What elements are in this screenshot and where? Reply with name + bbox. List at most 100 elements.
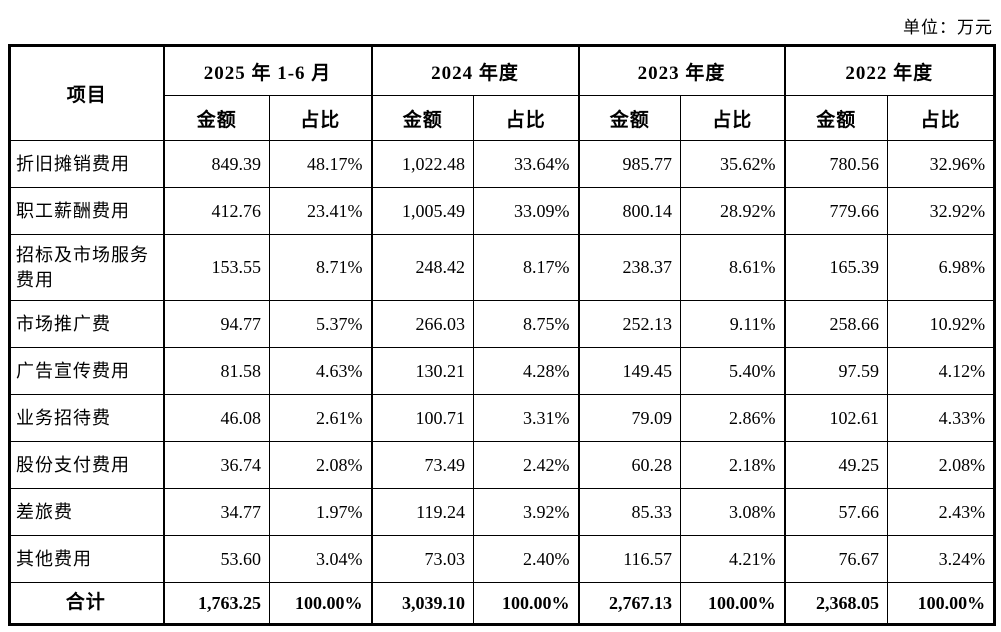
period-header-2022: 2022 年度: [783, 45, 996, 96]
amount-cell: 46.08: [162, 394, 270, 442]
ratio-cell: 2.42%: [473, 441, 580, 489]
total-row: 合计 1,763.25 100.00% 3,039.10 100.00% 2,7…: [9, 582, 996, 625]
amount-cell: 248.42: [370, 234, 475, 301]
total-label: 合计: [9, 582, 164, 625]
ratio-cell: 35.62%: [680, 140, 786, 188]
period-header-2024: 2024 年度: [370, 45, 580, 96]
amount-cell: 49.25: [783, 441, 889, 489]
amount-cell: 53.60: [162, 535, 270, 583]
amount-cell: 36.74: [162, 441, 270, 489]
amount-cell: 412.76: [162, 187, 270, 235]
amount-cell: 849.39: [162, 140, 270, 188]
amount-cell: 238.37: [577, 234, 682, 301]
ratio-cell: 8.61%: [680, 234, 786, 301]
amount-cell: 94.77: [162, 300, 270, 348]
ratio-cell: 2.08%: [268, 441, 373, 489]
table-row: 折旧摊销费用 849.39 48.17% 1,022.48 33.64% 985…: [9, 140, 996, 188]
ratio-cell: 5.40%: [680, 347, 786, 395]
row-label: 其他费用: [9, 535, 164, 583]
ratio-header-2023: 占比: [680, 95, 786, 141]
ratio-cell: 3.24%: [887, 535, 996, 583]
ratio-cell: 4.63%: [268, 347, 373, 395]
table-row: 差旅费 34.77 1.97% 119.24 3.92% 85.33 3.08%…: [9, 488, 996, 536]
unit-label: 单位：万元: [903, 18, 993, 37]
ratio-cell: 48.17%: [268, 140, 373, 188]
amount-header-2023: 金额: [577, 95, 682, 141]
amount-header-2022: 金额: [783, 95, 889, 141]
table-row: 招标及市场服务费用 153.55 8.71% 248.42 8.17% 238.…: [9, 234, 996, 301]
total-amount-cell: 2,368.05: [783, 582, 889, 625]
amount-cell: 800.14: [577, 187, 682, 235]
ratio-cell: 3.92%: [473, 488, 580, 536]
amount-cell: 85.33: [577, 488, 682, 536]
ratio-cell: 8.71%: [268, 234, 373, 301]
table-row: 业务招待费 46.08 2.61% 100.71 3.31% 79.09 2.8…: [9, 394, 996, 442]
ratio-cell: 2.18%: [680, 441, 786, 489]
ratio-header-2024: 占比: [473, 95, 580, 141]
item-column-header: 项目: [9, 45, 164, 141]
amount-cell: 73.03: [370, 535, 475, 583]
ratio-cell: 5.37%: [268, 300, 373, 348]
ratio-cell: 1.97%: [268, 488, 373, 536]
amount-cell: 73.49: [370, 441, 475, 489]
ratio-cell: 10.92%: [887, 300, 996, 348]
ratio-cell: 33.64%: [473, 140, 580, 188]
ratio-header-2022: 占比: [887, 95, 996, 141]
amount-cell: 79.09: [577, 394, 682, 442]
amount-cell: 1,022.48: [370, 140, 475, 188]
amount-cell: 76.67: [783, 535, 889, 583]
amount-cell: 252.13: [577, 300, 682, 348]
amount-cell: 266.03: [370, 300, 475, 348]
row-label: 广告宣传费用: [9, 347, 164, 395]
amount-cell: 165.39: [783, 234, 889, 301]
ratio-cell: 2.86%: [680, 394, 786, 442]
amount-cell: 34.77: [162, 488, 270, 536]
amount-cell: 100.71: [370, 394, 475, 442]
row-label: 职工薪酬费用: [9, 187, 164, 235]
row-label: 业务招待费: [9, 394, 164, 442]
row-label: 股份支付费用: [9, 441, 164, 489]
ratio-cell: 33.09%: [473, 187, 580, 235]
ratio-cell: 3.31%: [473, 394, 580, 442]
ratio-cell: 28.92%: [680, 187, 786, 235]
amount-header-2024: 金额: [370, 95, 475, 141]
ratio-cell: 2.43%: [887, 488, 996, 536]
total-amount-cell: 3,039.10: [370, 582, 475, 625]
total-ratio-cell: 100.00%: [680, 582, 786, 625]
ratio-cell: 32.96%: [887, 140, 996, 188]
amount-cell: 153.55: [162, 234, 270, 301]
ratio-cell: 32.92%: [887, 187, 996, 235]
period-header-2025: 2025 年 1-6 月: [162, 45, 373, 96]
ratio-cell: 3.04%: [268, 535, 373, 583]
ratio-header-2025: 占比: [268, 95, 373, 141]
amount-cell: 116.57: [577, 535, 682, 583]
ratio-cell: 8.17%: [473, 234, 580, 301]
period-header-2023: 2023 年度: [577, 45, 786, 96]
row-label: 差旅费: [9, 488, 164, 536]
amount-cell: 149.45: [577, 347, 682, 395]
amount-cell: 779.66: [783, 187, 889, 235]
amount-cell: 57.66: [783, 488, 889, 536]
amount-cell: 1,005.49: [370, 187, 475, 235]
amount-cell: 780.56: [783, 140, 889, 188]
table-row: 其他费用 53.60 3.04% 73.03 2.40% 116.57 4.21…: [9, 535, 996, 583]
amount-cell: 130.21: [370, 347, 475, 395]
total-amount-cell: 2,767.13: [577, 582, 682, 625]
row-label: 招标及市场服务费用: [9, 234, 164, 301]
amount-cell: 985.77: [577, 140, 682, 188]
table-row: 市场推广费 94.77 5.37% 266.03 8.75% 252.13 9.…: [9, 300, 996, 348]
ratio-cell: 2.61%: [268, 394, 373, 442]
ratio-cell: 6.98%: [887, 234, 996, 301]
subheader-row: 金额 占比 金额 占比 金额 占比 金额 占比: [10, 95, 996, 141]
total-ratio-cell: 100.00%: [473, 582, 580, 625]
ratio-cell: 4.28%: [473, 347, 580, 395]
expense-breakdown-table: 项目 2025 年 1-6 月 2024 年度 2023 年度 2022 年度 …: [8, 44, 997, 626]
ratio-cell: 23.41%: [268, 187, 373, 235]
amount-cell: 97.59: [783, 347, 889, 395]
amount-cell: 102.61: [783, 394, 889, 442]
ratio-cell: 2.40%: [473, 535, 580, 583]
ratio-cell: 2.08%: [887, 441, 996, 489]
row-label: 折旧摊销费用: [9, 140, 164, 188]
ratio-cell: 3.08%: [680, 488, 786, 536]
ratio-cell: 8.75%: [473, 300, 580, 348]
